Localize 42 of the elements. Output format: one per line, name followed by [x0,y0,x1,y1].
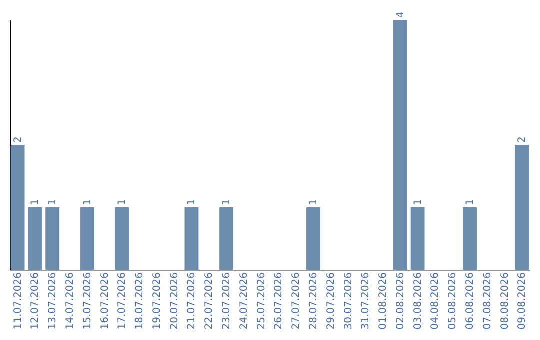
x-tick-label: 15.07.2026 [82,272,94,330]
data-label: 2 [517,136,528,143]
x-tick-label: 07.08.2026 [482,272,494,330]
x-tick-label: 16.07.2026 [100,272,111,330]
x-tick-label: 20.07.2026 [169,272,180,330]
x-tick-label: 11.07.2026 [12,272,24,330]
x-tick-label: 03.08.2026 [412,272,424,330]
data-label: 1 [30,199,42,206]
data-label: 1 [412,199,424,206]
data-label: 2 [12,136,24,143]
x-tick-label: 05.08.2026 [448,272,459,330]
data-label: 1 [186,199,198,206]
x-tick-label: 31.07.2026 [360,272,372,330]
x-tick-label: 30.07.2026 [343,272,354,330]
data-label: 1 [48,199,59,206]
x-tick-label: 28.07.2026 [308,272,320,330]
x-tick-label: 26.07.2026 [274,272,285,330]
data-label: 1 [465,199,476,206]
x-tick-label: 01.08.2026 [378,272,390,330]
x-tick-label: 24.07.2026 [238,272,250,330]
x-tick-label: 18.07.2026 [134,272,146,330]
data-label: 4 [395,12,406,18]
data-label: 1 [82,199,94,206]
x-tick-label: 14.07.2026 [65,272,76,330]
x-tick-label: 27.07.2026 [291,272,302,330]
data-label: 1 [308,199,320,206]
data-label: 1 [222,199,233,206]
x-tick-label: 13.07.2026 [48,272,59,330]
data-label: 1 [117,199,128,206]
x-tick-label: 22.07.2026 [204,272,216,330]
x-tick-label: 04.08.2026 [430,272,442,330]
x-tick-label: 08.08.2026 [500,272,511,330]
x-tick-label: 09.08.2026 [517,272,528,330]
x-tick-label: 25.07.2026 [256,272,268,330]
x-tick-label: 06.08.2026 [465,272,476,330]
x-tick-label: 23.07.2026 [222,272,233,330]
x-tick-label: 19.07.2026 [152,272,163,330]
x-tick-label: 21.07.2026 [186,272,198,330]
x-tick-label: 02.08.2026 [395,272,406,330]
x-tick-label: 12.07.2026 [30,272,42,330]
x-tick-label: 29.07.2026 [326,272,337,330]
x-tick-label: 17.07.2026 [117,272,128,330]
